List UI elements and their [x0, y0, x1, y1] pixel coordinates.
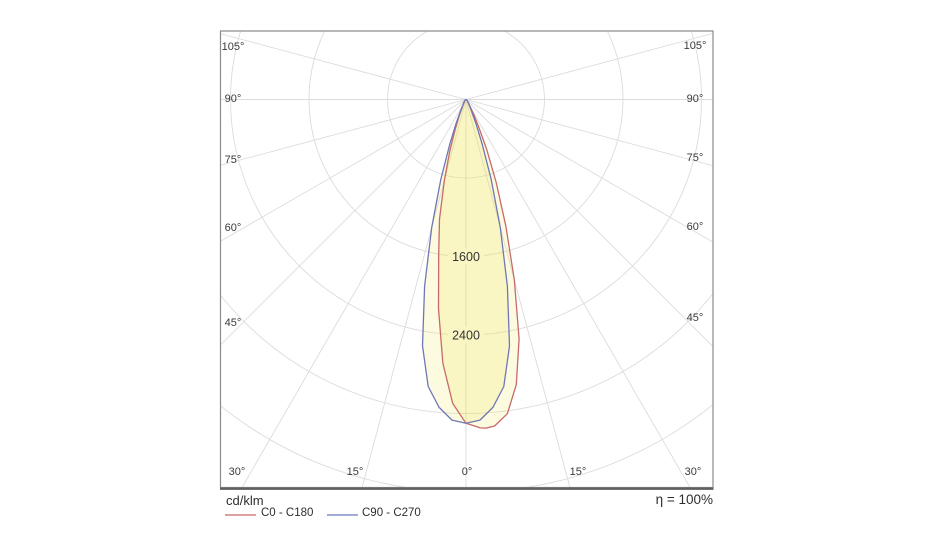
lobe-curve-C90-C270 — [421, 98, 511, 424]
grid-ray--75 — [220, 99, 467, 166]
angle-tick-bottom-2-0deg: 0° — [461, 466, 473, 478]
angle-tick-right-1-90deg: 90° — [686, 93, 704, 105]
angle-tick-bottom-0-30deg: 30° — [228, 466, 246, 478]
legend-line-c0-c180-icon — [225, 514, 256, 516]
grid-ray--15 — [361, 99, 467, 488]
grid-ray--105 — [220, 33, 467, 100]
grid-ray-15 — [465, 99, 571, 488]
ring-label-2400: 2400 — [452, 329, 480, 343]
angle-tick-left-4-45deg: 45° — [224, 317, 242, 329]
angle-tick-left-2-75deg: 75° — [224, 154, 242, 166]
angle-tick-left-3-60deg: 60° — [224, 222, 242, 234]
ring-label-chip — [448, 248, 484, 265]
legend: C0 - C180 C90 - C270 — [0, 506, 933, 524]
angle-tick-right-4-45deg: 45° — [686, 312, 704, 324]
angle-tick-right-3-60deg: 60° — [686, 221, 704, 233]
ring-label-1600: 1600 — [452, 250, 480, 264]
angle-tick-bottom-1-15deg: 15° — [346, 466, 364, 478]
grid-ray-75 — [465, 99, 713, 167]
legend-label-c0-c180: C0 - C180 — [261, 507, 314, 519]
grid-ray-30 — [465, 99, 691, 488]
angle-tick-bottom-3-15deg: 15° — [569, 466, 587, 478]
legend-label-c90-c270: C90 - C270 — [362, 507, 421, 519]
grid-ray-60 — [465, 99, 713, 243]
angle-tick-left-1-90deg: 90° — [224, 93, 242, 105]
grid-ray-45 — [465, 99, 713, 348]
angle-tick-right-2-75deg: 75° — [686, 152, 704, 164]
angle-tick-bottom-4-30deg: 30° — [684, 466, 702, 478]
grid-ray--60 — [220, 99, 467, 242]
lobe-fill-C0-C180 — [438, 99, 520, 429]
efficiency-label: η = 100% — [655, 492, 713, 507]
grid-ray--30 — [241, 99, 467, 488]
grid-ray--45 — [220, 99, 467, 346]
angle-tick-right-0-105deg: 105° — [683, 40, 707, 52]
unit-label: cd/klm — [226, 493, 264, 508]
grid-ray-105 — [465, 32, 713, 100]
legend-line-c90-c270-icon — [327, 514, 358, 516]
angle-tick-left-0-105deg: 105° — [221, 41, 245, 53]
ring-label-chip — [448, 327, 484, 343]
